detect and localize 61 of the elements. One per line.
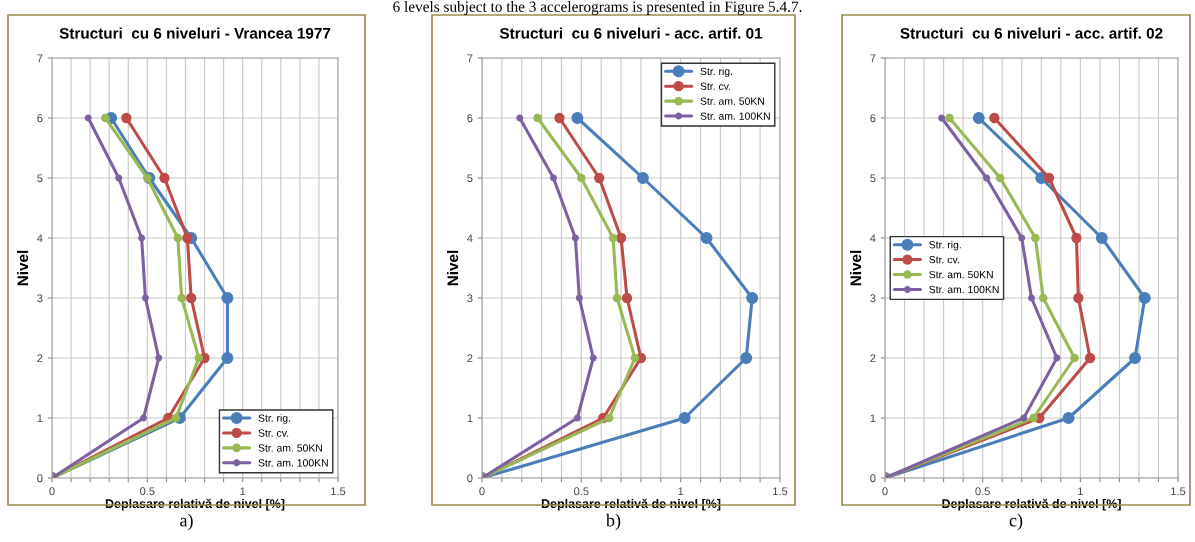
x-axis-title: Deplasare relativă de nivel [%] xyxy=(105,498,285,511)
legend-label: Str. am. 50KN xyxy=(700,97,764,105)
y-axis-title: Nivel xyxy=(17,250,29,286)
y-tick-label: 4 xyxy=(870,234,876,243)
y-tick-label: 0 xyxy=(37,474,43,483)
y-tick-label: 5 xyxy=(467,174,473,183)
y-tick-label: 6 xyxy=(37,114,43,123)
y-tick-label: 4 xyxy=(37,234,43,243)
y-tick-label: 1 xyxy=(467,414,473,423)
legend-label: Str. rig. xyxy=(258,414,291,424)
y-tick-label: 3 xyxy=(37,294,43,303)
x-tick-label: 0.5 xyxy=(574,487,589,496)
y-axis-title: Nivel xyxy=(850,250,862,286)
y-tick-label: 6 xyxy=(467,114,473,123)
x-tick-label: 1.5 xyxy=(1171,487,1186,496)
x-tick-label: 1 xyxy=(678,487,684,496)
x-tick-label: 1.5 xyxy=(773,487,788,496)
y-tick-label: 2 xyxy=(37,354,43,363)
legend-label: Str. cv. xyxy=(929,255,959,264)
y-tick-label: 7 xyxy=(870,54,876,63)
legend-label: Str. am. 50KN xyxy=(929,270,993,279)
y-tick-label: 4 xyxy=(467,234,473,243)
x-tick-label: 0 xyxy=(479,487,485,496)
legend-label: Str. am. 100KN xyxy=(258,459,328,467)
y-tick-label: 2 xyxy=(870,354,876,363)
text: b) xyxy=(605,513,621,531)
y-tick-label: 1 xyxy=(37,414,43,423)
y-tick-label: 2 xyxy=(467,354,473,363)
legend-label: Str. rig. xyxy=(700,67,733,78)
legend-label: Str. am. 50KN xyxy=(258,444,322,452)
y-tick-label: 6 xyxy=(870,114,876,123)
chart-title: Structuri cu 6 niveluri - acc. artif. 02 xyxy=(900,27,1163,39)
y-tick-label: 1 xyxy=(870,414,876,423)
x-tick-label: 1 xyxy=(1078,487,1083,496)
legend-label: Str. cv. xyxy=(700,82,731,90)
y-tick-label: 7 xyxy=(467,54,473,63)
x-axis-title: Deplasare relativă de nivel [%] xyxy=(942,498,1121,511)
y-tick-label: 3 xyxy=(467,294,473,303)
y-tick-label: 0 xyxy=(870,474,876,483)
x-tick-label: 0.5 xyxy=(975,487,990,496)
legend-label: Str. am. 100KN xyxy=(929,285,999,294)
y-tick-label: 5 xyxy=(870,174,876,183)
y-tick-label: 7 xyxy=(37,54,43,63)
y-tick-label: 5 xyxy=(37,174,43,183)
legend-label: Str. am. 100KN xyxy=(700,112,770,120)
text: c) xyxy=(1009,513,1023,531)
x-tick-label: 1 xyxy=(240,487,246,496)
text: a) xyxy=(180,513,193,531)
x-tick-label: 0.5 xyxy=(140,487,155,496)
y-tick-label: 0 xyxy=(467,474,473,483)
chart-title: Structuri cu 6 niveluri - Vrancea 1977 xyxy=(59,27,331,39)
x-tick-label: 0 xyxy=(882,487,888,496)
legend-label: Str. cv. xyxy=(258,429,289,437)
chart-title: Structuri cu 6 niveluri - acc. artif. 01 xyxy=(499,27,763,39)
y-axis-title: Nivel xyxy=(447,250,459,286)
legend-label: Str. rig. xyxy=(929,240,961,251)
x-axis-title: Deplasare relativă de nivel [%] xyxy=(541,498,721,511)
x-tick-label: 1.5 xyxy=(331,487,346,496)
text: 6 levels subject to the 3 accelerograms is presented in Figure 5.4.7. xyxy=(393,1,802,15)
y-tick-label: 3 xyxy=(870,294,876,303)
x-tick-label: 0 xyxy=(49,487,55,496)
